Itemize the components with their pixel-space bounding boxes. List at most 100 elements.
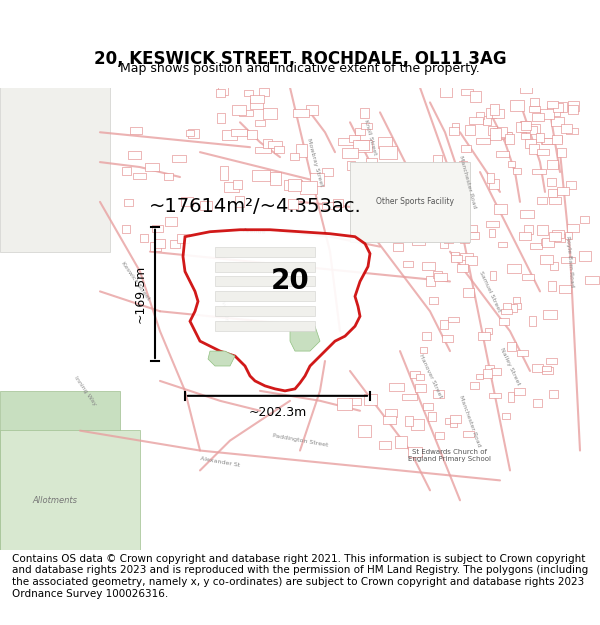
Bar <box>151 242 161 251</box>
Bar <box>449 127 459 135</box>
Bar <box>422 332 431 341</box>
Bar <box>514 302 521 309</box>
Bar <box>505 134 514 144</box>
Text: Avenue: Avenue <box>243 228 267 235</box>
Bar <box>433 154 442 164</box>
Bar <box>440 171 448 181</box>
Bar <box>508 161 515 167</box>
Bar <box>542 238 554 247</box>
Bar <box>215 321 315 331</box>
Bar <box>451 415 461 423</box>
Bar <box>415 384 426 392</box>
Text: Alexander St: Alexander St <box>200 456 240 468</box>
Bar <box>567 224 579 232</box>
Bar <box>493 128 505 139</box>
Bar <box>379 137 392 148</box>
Bar <box>469 232 479 239</box>
Bar <box>310 173 323 186</box>
Bar <box>443 206 453 213</box>
Bar <box>215 291 315 301</box>
Bar <box>476 112 484 119</box>
Bar <box>300 181 317 194</box>
Bar <box>231 129 247 136</box>
Bar <box>247 131 257 139</box>
Text: 20: 20 <box>271 268 310 296</box>
Bar <box>483 116 491 124</box>
Bar <box>566 181 576 189</box>
Bar <box>532 364 543 372</box>
Bar <box>557 148 566 157</box>
Bar <box>552 230 564 238</box>
Bar <box>402 394 417 400</box>
Bar <box>559 285 571 293</box>
Bar <box>284 180 302 190</box>
Text: Contains OS data © Crown copyright and database right 2021. This information is : Contains OS data © Crown copyright and d… <box>12 554 588 599</box>
Text: Nalley Street: Nalley Street <box>499 346 521 386</box>
Bar <box>520 210 533 218</box>
Bar <box>140 234 148 242</box>
Bar <box>349 135 361 142</box>
Text: Keswick Street: Keswick Street <box>119 261 151 302</box>
Bar <box>529 106 539 112</box>
Bar <box>122 225 130 233</box>
Bar <box>445 186 453 193</box>
Bar <box>290 152 299 161</box>
Bar <box>554 234 565 242</box>
Bar <box>430 297 439 304</box>
Bar <box>519 232 531 240</box>
Text: Manchester Road: Manchester Road <box>458 394 482 448</box>
Bar <box>215 247 315 257</box>
Bar <box>503 303 511 311</box>
Bar <box>124 199 133 206</box>
Bar <box>533 399 542 407</box>
Bar <box>521 274 534 280</box>
Bar <box>553 136 562 144</box>
Bar <box>322 168 334 176</box>
Bar <box>491 109 504 118</box>
Bar <box>367 158 377 166</box>
Bar <box>485 364 494 373</box>
Bar <box>443 234 452 243</box>
Bar <box>499 132 512 138</box>
Bar <box>404 416 413 426</box>
Bar <box>529 144 539 154</box>
Bar <box>487 173 494 182</box>
Bar <box>217 114 224 123</box>
Bar <box>263 108 277 119</box>
Bar <box>541 139 554 144</box>
Bar <box>551 117 563 126</box>
FancyBboxPatch shape <box>0 88 110 252</box>
Bar <box>553 102 563 112</box>
Bar <box>338 138 355 144</box>
Bar <box>364 394 377 406</box>
Bar <box>517 350 528 356</box>
Bar <box>185 131 194 136</box>
Bar <box>506 304 517 312</box>
Bar <box>457 264 468 272</box>
FancyBboxPatch shape <box>0 431 140 550</box>
Bar <box>542 366 551 371</box>
Bar <box>373 172 382 178</box>
Text: Samuel Street: Samuel Street <box>478 270 502 312</box>
Bar <box>523 126 530 132</box>
Bar <box>448 317 458 322</box>
Bar <box>216 89 224 97</box>
Bar <box>440 238 448 248</box>
Text: 20, KESWICK STREET, ROCHDALE, OL11 3AG: 20, KESWICK STREET, ROCHDALE, OL11 3AG <box>94 50 506 68</box>
Text: Other Sports Facility: Other Sports Facility <box>376 198 454 206</box>
Bar <box>152 226 163 232</box>
Bar <box>434 272 446 281</box>
Bar <box>416 374 424 381</box>
Bar <box>389 382 404 391</box>
Text: Manchester Road: Manchester Road <box>458 155 478 209</box>
Bar <box>165 217 178 226</box>
Bar <box>438 179 448 189</box>
Text: ~17614m²/~4.353ac.: ~17614m²/~4.353ac. <box>149 198 361 216</box>
Bar <box>361 107 370 118</box>
Bar <box>568 105 578 114</box>
Bar <box>224 182 239 192</box>
Bar <box>540 255 553 264</box>
Bar <box>451 255 462 261</box>
Bar <box>520 81 532 93</box>
Bar <box>465 125 475 134</box>
